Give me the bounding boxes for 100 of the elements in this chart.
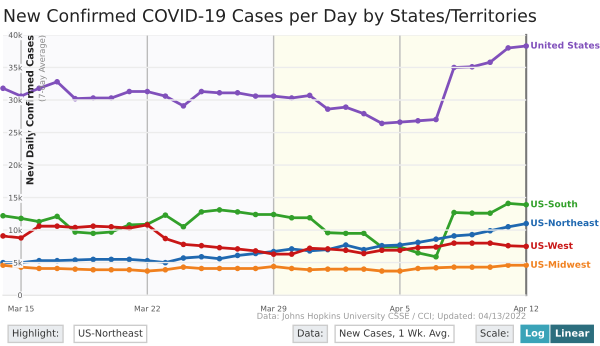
point	[0, 233, 6, 239]
point	[126, 266, 132, 273]
point	[90, 223, 96, 229]
point	[36, 218, 42, 224]
point	[324, 266, 331, 272]
point	[234, 252, 240, 258]
text: US-Northeast	[78, 329, 143, 337]
point	[126, 256, 132, 262]
point	[343, 104, 349, 110]
series-label: United States	[531, 42, 600, 49]
point	[252, 266, 258, 272]
point	[234, 209, 240, 215]
point	[252, 248, 258, 254]
point	[180, 255, 186, 261]
point	[180, 224, 186, 230]
text: Log	[526, 329, 544, 339]
point	[288, 246, 294, 252]
point	[487, 240, 493, 246]
point	[451, 264, 457, 270]
series-label: US-Northeast	[531, 219, 599, 226]
text: Linear	[556, 329, 590, 337]
point	[162, 266, 168, 273]
point	[216, 266, 222, 272]
point	[361, 110, 367, 116]
point	[523, 262, 529, 268]
point	[487, 264, 493, 270]
text: New Cases, 1 Wk. Avg.	[340, 329, 450, 339]
point	[415, 118, 421, 124]
text: Scale:	[480, 329, 508, 337]
point	[397, 247, 403, 254]
point	[216, 207, 222, 213]
point	[324, 106, 331, 112]
point	[379, 268, 385, 274]
point	[270, 93, 276, 99]
point	[234, 266, 240, 272]
point	[379, 120, 385, 126]
point	[523, 220, 529, 226]
point	[469, 240, 475, 246]
point	[108, 224, 114, 230]
point	[144, 88, 150, 94]
point	[198, 209, 204, 215]
point	[505, 224, 511, 230]
point	[415, 250, 421, 256]
point	[18, 216, 24, 222]
point	[0, 86, 6, 92]
point	[505, 45, 511, 51]
annotation: (7-day Average)	[38, 36, 47, 102]
point	[343, 230, 349, 236]
point	[90, 230, 96, 236]
point	[198, 88, 204, 94]
point	[288, 266, 294, 272]
point	[306, 246, 312, 252]
series-label: US-South	[531, 200, 578, 208]
point	[126, 88, 132, 94]
point	[18, 235, 24, 241]
point	[523, 43, 529, 49]
point	[433, 265, 439, 271]
point	[36, 266, 42, 272]
point	[469, 210, 475, 216]
point	[234, 90, 240, 96]
point	[198, 254, 204, 260]
point	[361, 230, 367, 236]
point	[252, 212, 258, 218]
point	[180, 103, 186, 109]
point	[361, 250, 367, 256]
point	[72, 266, 78, 272]
point	[505, 200, 511, 206]
text: Data: Johns Hopkins University CSSE / CCI; Updated: 04/13/2022	[258, 312, 526, 321]
point	[397, 119, 403, 125]
point	[270, 251, 276, 257]
text: Highlight:	[12, 329, 58, 339]
series-label: US-Midwest	[531, 260, 590, 268]
point	[54, 223, 60, 229]
point	[144, 268, 150, 274]
point	[361, 266, 367, 272]
point	[469, 232, 475, 238]
point	[270, 264, 276, 270]
point	[108, 266, 114, 273]
point	[0, 262, 6, 268]
text: Data:	[298, 329, 322, 337]
point	[198, 242, 204, 248]
point	[433, 254, 439, 260]
point	[216, 90, 222, 96]
point	[433, 116, 439, 122]
point	[306, 214, 312, 221]
point	[487, 210, 493, 216]
point	[415, 240, 421, 246]
point	[433, 236, 439, 242]
chart-title: New Confirmed COVID-19 Cases per Day by States/Territories	[4, 8, 536, 26]
point	[252, 93, 258, 99]
point	[162, 236, 168, 242]
point	[523, 244, 529, 250]
point	[379, 247, 385, 254]
point	[90, 266, 96, 273]
point	[0, 213, 6, 219]
point	[36, 223, 42, 229]
point	[505, 242, 511, 248]
point	[108, 256, 114, 262]
point	[451, 210, 457, 216]
point	[180, 242, 186, 248]
